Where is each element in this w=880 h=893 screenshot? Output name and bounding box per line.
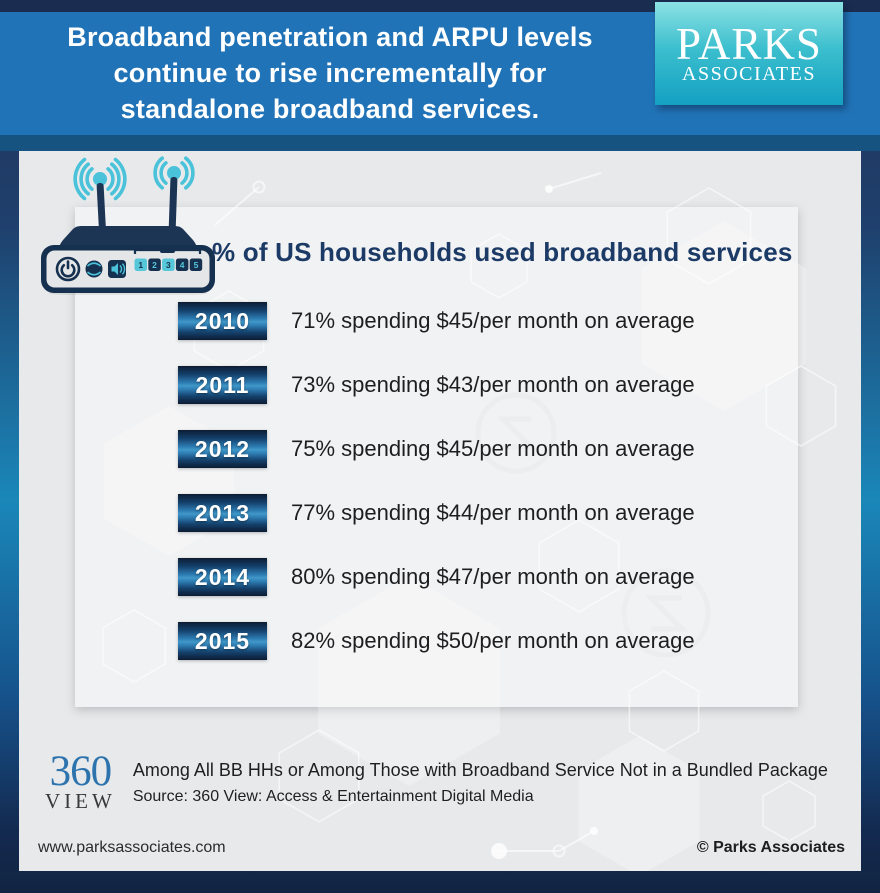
360-view-logo: 360 VIEW	[45, 748, 116, 813]
header-bottom-strip	[0, 135, 880, 151]
row-value-text: 80% spending $47/per month on average	[291, 564, 695, 589]
page-title: Broadband penetration and ARPU levels co…	[0, 19, 660, 127]
wifi-signal-icon	[153, 156, 195, 190]
footnote: 360 VIEW Among All BB HHs or Among Those…	[45, 748, 828, 813]
page-title-line-1: Broadband penetration and ARPU levels	[67, 22, 593, 52]
year-badge: 2014	[178, 558, 267, 596]
row-value-text: 71% spending $45/per month on average	[291, 308, 695, 333]
website-link[interactable]: www.parksassociates.com	[38, 839, 226, 856]
year-badge: 2011	[178, 366, 267, 404]
page-title-line-2: continue to rise incrementally for	[113, 58, 547, 88]
page-title-line-3: standalone broadband services.	[120, 94, 540, 124]
data-row: 2015 82% spending $50/per month on avera…	[178, 622, 695, 660]
data-row: 2012 75% spending $45/per month on avera…	[178, 430, 695, 468]
year-badge: 2013	[178, 494, 267, 532]
year-badge: 2015	[178, 622, 267, 660]
year-badge: 2010	[178, 302, 267, 340]
year-row-list: 2010 71% spending $45/per month on avera…	[178, 302, 695, 660]
row-value-text: 77% spending $44/per month on average	[291, 500, 695, 525]
footnote-text: Among All BB HHs or Among Those with Bro…	[133, 760, 828, 806]
content-area: 1 2 3 4 5 % of US households used broadb…	[19, 151, 861, 871]
brand-name-bottom: ASSOCIATES	[682, 63, 816, 85]
year-badge: 2012	[178, 430, 267, 468]
brand-name-top: PARKS	[676, 19, 822, 69]
row-value-text: 73% spending $43/per month on average	[291, 372, 695, 397]
wifi-signal-icon	[73, 157, 127, 201]
chart-heading: % of US households used broadband servic…	[212, 237, 793, 267]
360-view-logo-word: VIEW	[45, 789, 116, 813]
parks-associates-logo: PARKS ASSOCIATES	[655, 2, 843, 105]
footnote-source: Source: 360 View: Access & Entertainment…	[132, 787, 534, 805]
row-value-text: 82% spending $50/per month on average	[291, 628, 695, 653]
360-view-logo-number: 360	[49, 748, 112, 795]
data-row: 2013 77% spending $44/per month on avera…	[178, 494, 695, 532]
data-row: 2014 80% spending $47/per month on avera…	[178, 558, 695, 596]
footnote-line1: Among All BB HHs or Among Those with Bro…	[132, 759, 828, 780]
row-value-text: 75% spending $45/per month on average	[291, 436, 695, 461]
copyright-text: © Parks Associates	[696, 839, 845, 856]
data-row: 2011 73% spending $43/per month on avera…	[178, 366, 695, 404]
data-row: 2010 71% spending $45/per month on avera…	[178, 302, 695, 340]
